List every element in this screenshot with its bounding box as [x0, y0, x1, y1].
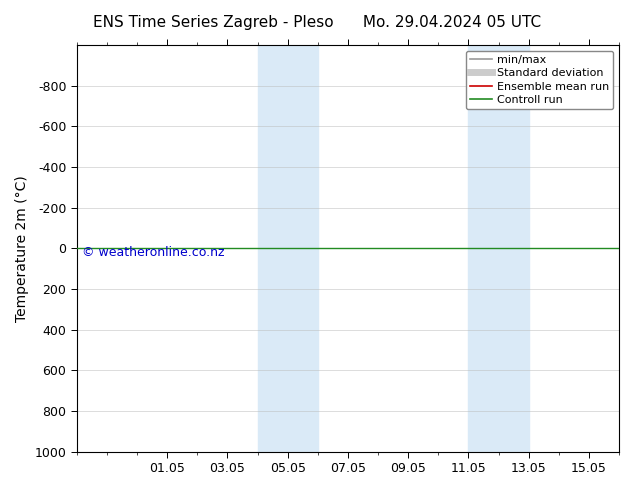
- Legend: min/max, Standard deviation, Ensemble mean run, Controll run: min/max, Standard deviation, Ensemble me…: [465, 50, 614, 109]
- Text: © weatheronline.co.nz: © weatheronline.co.nz: [82, 246, 225, 259]
- Text: ENS Time Series Zagreb - Pleso      Mo. 29.04.2024 05 UTC: ENS Time Series Zagreb - Pleso Mo. 29.04…: [93, 15, 541, 30]
- Y-axis label: Temperature 2m (°C): Temperature 2m (°C): [15, 175, 29, 322]
- Bar: [469, 45, 529, 452]
- Bar: [257, 45, 318, 452]
